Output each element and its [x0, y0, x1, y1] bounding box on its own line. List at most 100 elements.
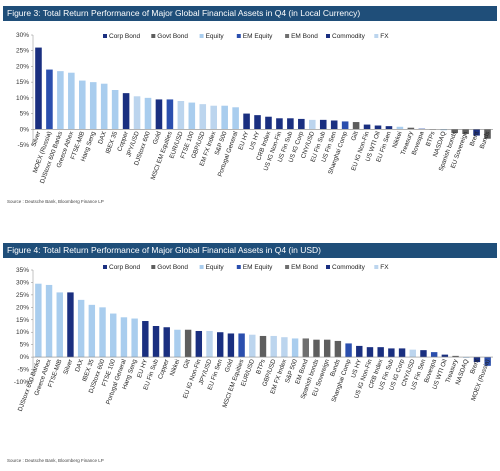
bar-silver	[67, 292, 74, 358]
bar-jpy-usd	[133, 96, 141, 130]
legend-item-corp-bond: Corp Bond	[109, 264, 140, 271]
bar-dax	[77, 299, 85, 358]
chart-source-figure-4: Source : Deutsche Bank, Bloomberg Financ…	[7, 458, 104, 463]
bar-cny-usd	[409, 349, 416, 358]
y-tick-label: 15%	[16, 317, 29, 324]
category-label: BTPs	[425, 131, 437, 148]
chart-source-figure-3: Source : Deutsche Bank, Bloomberg Financ…	[7, 199, 104, 204]
bar-spanish-bonds	[313, 339, 320, 358]
bar-eu-sovereign	[462, 129, 469, 134]
bar-ftse-mib	[79, 80, 86, 130]
legend-swatch-em-bond	[285, 265, 290, 269]
bar-msci-em-equities	[166, 99, 174, 130]
bar-djstoxx-600	[144, 97, 152, 130]
bar-eu-hy	[142, 321, 149, 358]
bar-cny-usd	[309, 119, 316, 130]
category-label: Nikkei	[169, 358, 181, 377]
bar-bovespa	[418, 128, 426, 130]
bar-brent	[473, 129, 480, 136]
legend-item-equity: Equity	[206, 33, 225, 40]
bar-moex-russia	[484, 357, 491, 366]
y-tick-label: 10%	[16, 329, 29, 336]
y-tick-label: 5%	[20, 342, 30, 349]
y-tick-label: 20%	[16, 63, 29, 70]
y-tick-label: -5%	[17, 367, 29, 374]
category-label: BTPs	[255, 358, 267, 375]
bar-crb-index	[377, 347, 384, 358]
bar-portugal-general	[232, 107, 239, 130]
y-tick-label: -5%	[17, 142, 29, 149]
bar-ftse-100	[110, 313, 117, 358]
category-label: Brent	[469, 130, 481, 147]
bar-us-ig-non-fin	[366, 347, 374, 358]
bar-us-ig-non-fin	[276, 118, 283, 130]
bar-us-ig-corp	[298, 118, 305, 130]
bar-ibex-35	[88, 304, 96, 358]
y-tick-label: 35%	[16, 267, 29, 274]
y-tick-label: 5%	[20, 111, 30, 118]
legend-item-em-equity: EM Equity	[243, 33, 273, 40]
bar-gbp-usd	[270, 335, 277, 358]
legend-swatch-em-equity	[236, 34, 241, 38]
legend-swatch-commodity	[326, 265, 330, 269]
bar-bunds	[484, 129, 491, 139]
category-label: DAX	[97, 130, 108, 145]
bar-gold	[155, 99, 163, 130]
bar-nasdaq	[463, 357, 470, 358]
bar-msci-em-equities	[238, 333, 245, 358]
chart-title-figure-4: Figure 4: Total Return Performance of Ma…	[3, 243, 497, 258]
legend-item-corp-bond: Corp Bond	[109, 33, 140, 40]
legend-item-equity: Equity	[206, 264, 225, 271]
category-label: Silver	[62, 358, 74, 375]
bar-gilt	[352, 122, 360, 130]
legend-item-em-equity: EM Equity	[243, 264, 273, 271]
bar-us-ig-corp	[398, 348, 406, 358]
bar-greece-athex	[45, 284, 53, 358]
bar-nikkei	[174, 329, 181, 358]
bar-ftse-100	[188, 102, 196, 130]
y-tick-label: 0%	[20, 126, 30, 133]
legend-swatch-fx	[374, 265, 379, 269]
legend-swatch-fx	[374, 34, 379, 38]
bar-eu-fin-sub	[152, 326, 160, 358]
bar-shanghai-comp	[345, 343, 352, 358]
bar-chart-figure-4: -10%-5%0%5%10%15%20%25%30%35%DJStoxx 600…	[14, 264, 493, 412]
bar-em-fx-index	[210, 105, 217, 130]
bar-gold	[227, 333, 235, 358]
legend-swatch-em-equity	[236, 265, 241, 269]
y-tick-label: -10%	[14, 379, 29, 386]
category-label: Gold	[224, 358, 235, 373]
bar-sandp-500	[221, 105, 228, 130]
chart-panel-figure-4: Figure 4: Total Return Performance of Ma…	[3, 243, 497, 468]
legend-item-commodity: Commodity	[332, 33, 366, 40]
legend-swatch-govt-bond	[151, 34, 156, 38]
bar-bunds	[334, 340, 342, 358]
category-label: Bunds	[479, 131, 492, 150]
bar-eu-ig-non-fin	[195, 330, 203, 358]
category-label: Brent	[469, 358, 481, 375]
bar-moex-russia	[46, 69, 53, 130]
bar-eu-ig-non-fin	[363, 124, 371, 130]
y-tick-label: 30%	[16, 279, 29, 286]
bar-copper	[163, 327, 170, 358]
category-label: Gold	[152, 130, 163, 145]
bar-em-bond	[302, 338, 309, 358]
legend-swatch-corp-bond	[103, 265, 107, 269]
bar-us-fin-sub	[388, 348, 395, 358]
bar-em-fx-index	[281, 337, 288, 358]
legend-item-fx: FX	[380, 264, 389, 271]
category-label: Gilt	[350, 130, 360, 142]
legend-item-govt-bond: Govt Bond	[157, 33, 188, 40]
bar-dax	[100, 83, 108, 130]
y-tick-label: 25%	[16, 48, 29, 55]
bar-eu-sovereign	[323, 339, 331, 358]
bar-nikkei	[396, 126, 404, 130]
bar-eu-fin-sen	[385, 126, 393, 130]
bar-gbp-usd	[199, 104, 207, 130]
bar-greece-athex	[68, 72, 75, 130]
bar-brent	[473, 357, 481, 363]
y-tick-label: 20%	[16, 304, 29, 311]
y-tick-label: 0%	[20, 354, 30, 361]
bar-copper	[122, 93, 130, 130]
